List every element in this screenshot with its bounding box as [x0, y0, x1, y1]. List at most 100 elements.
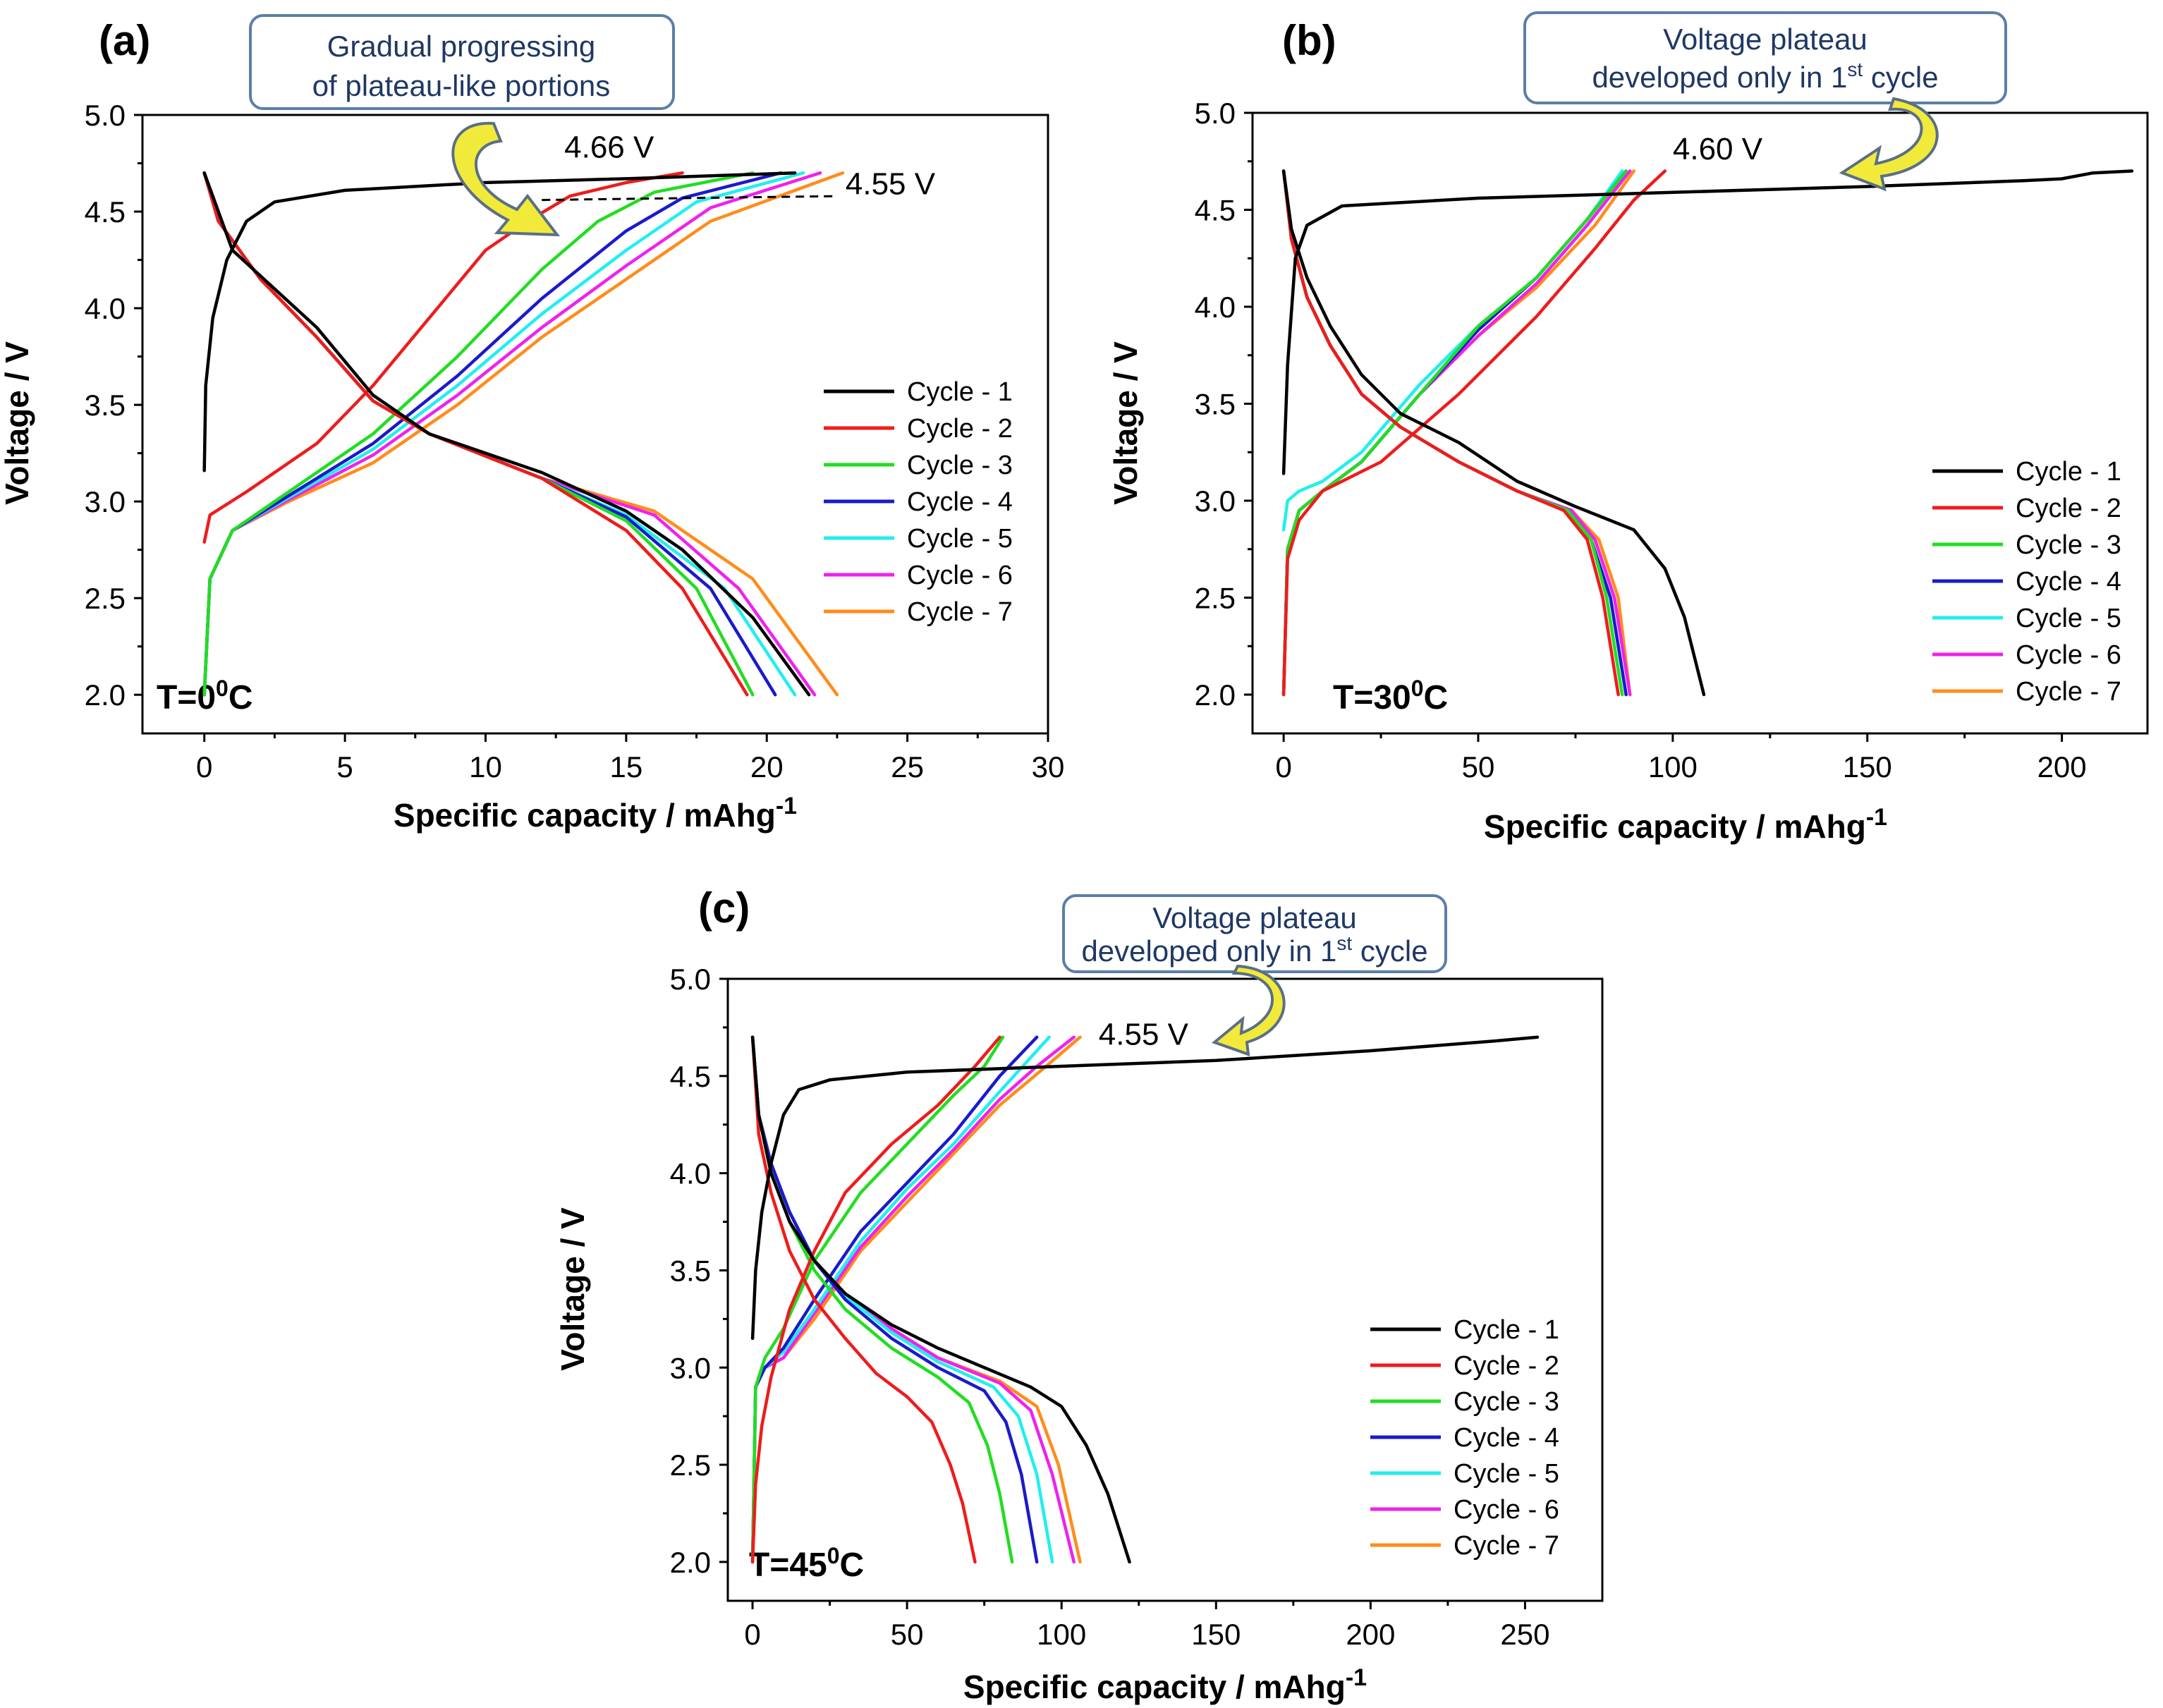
legend-label-cycle-2: Cycle - 2: [2016, 494, 2121, 523]
series-line-cycle-3-discharge: [750, 1035, 1014, 1564]
series-line-cycle-2-discharge: [1281, 169, 1620, 697]
panel-b: 0 50 100 150 200 2.0 2.5 3.0 3.5 4.0 4.5 5.0 Voltage…: [1107, 11, 2149, 845]
legend-label-cycle-4: Cycle - 4: [907, 487, 1013, 517]
series-line-cycle-3-discharge: [202, 171, 755, 697]
series-line-cycle-2-discharge: [750, 1035, 977, 1564]
callout-line-2-text: developed only in 1: [1081, 934, 1336, 968]
x-tick-label: 50: [891, 1618, 924, 1651]
temperature-label-unit: C: [840, 1547, 865, 1584]
y-tick-label: 2.0: [670, 1546, 711, 1579]
y-tick-label: 5.0: [1195, 97, 1236, 130]
legend-label-cycle-7: Cycle - 7: [2016, 677, 2121, 707]
series-line-cycle-6-discharge: [750, 1035, 1076, 1564]
x-tick-label: 10: [469, 750, 502, 783]
series-line-cycle-6-discharge: [1281, 169, 1632, 697]
voltage-annotation: 4.55 V: [1099, 1018, 1189, 1052]
y-tick-label: 4.5: [1195, 194, 1236, 227]
callout-line-2-text: of plateau-like portions: [312, 69, 611, 102]
callout-line-1: Voltage plateau: [1663, 23, 1868, 56]
legend-label-cycle-6: Cycle - 6: [2016, 640, 2121, 670]
legend-label-cycle-1: Cycle - 1: [907, 377, 1013, 407]
series-group: [750, 1035, 1540, 1564]
x-tick-label: 20: [750, 750, 784, 783]
series-line-cycle-1-charge: [750, 1035, 1540, 1341]
legend-label-cycle-1: Cycle - 1: [2016, 457, 2121, 487]
series-line-cycle-3-charge: [750, 1035, 1005, 1564]
series-line-cycle-2-charge: [1281, 169, 1667, 697]
callout-line-2-text: developed only in 1: [1592, 61, 1847, 94]
series-line-cycle-2-charge: [750, 1035, 1001, 1564]
curved-arrow-icon: [1212, 964, 1286, 1056]
temperature-label: T=450C: [749, 1543, 864, 1584]
panel-c: 0 50 100 150 200 250 2.0 2.5 3.0 3.5 4.0 4.5 5.0 Volt…: [554, 884, 1604, 1705]
legend-label-cycle-7: Cycle - 7: [1454, 1531, 1559, 1561]
series-line-cycle-6-discharge: [202, 171, 817, 697]
temperature-label: T=300C: [1333, 676, 1448, 716]
series-group: [1281, 169, 2134, 697]
temperature-label-sup: 0: [216, 676, 229, 701]
x-tick-label: 25: [891, 750, 924, 783]
series-line-cycle-4-discharge: [750, 1035, 1039, 1564]
temperature-label-unit: C: [1424, 679, 1449, 716]
callout-box: [1523, 11, 2007, 104]
series-line-cycle-6-charge: [750, 1035, 1076, 1564]
y-tick-label: 3.0: [1195, 484, 1236, 518]
x-axis-title-text: Specific capacity / mAhg: [963, 1669, 1346, 1705]
reference-dashed-line: [542, 195, 837, 202]
panel-label: (a): [99, 17, 150, 64]
y-tick-label: 4.0: [1195, 291, 1236, 324]
callout-line-2: developed only in 1st cycle: [1081, 932, 1427, 968]
series-line-cycle-2-discharge: [202, 171, 749, 697]
y-tick-label: 3.0: [670, 1351, 711, 1384]
y-tick-label: 2.5: [85, 582, 126, 615]
voltage-annotation: 4.66 V: [564, 130, 654, 164]
x-axis-title-sup: -1: [1346, 1664, 1367, 1691]
voltage-annotation: 4.55 V: [846, 166, 936, 201]
series-line-cycle-3-charge: [202, 171, 755, 697]
callout-line-2-tail: cycle: [1863, 61, 1938, 94]
x-tick-label: 200: [1346, 1618, 1395, 1651]
y-tick-label: 5.0: [85, 99, 126, 132]
y-tick-label: 2.0: [85, 678, 126, 712]
x-tick-label: 0: [1275, 750, 1291, 783]
callout-line-2: of plateau-like portions: [312, 69, 611, 102]
callout-line-1: Voltage plateau: [1152, 901, 1357, 934]
x-tick-label: 250: [1500, 1618, 1549, 1651]
x-tick-label: 0: [196, 750, 212, 783]
legend-label-cycle-1: Cycle - 1: [1454, 1315, 1559, 1345]
y-tick-label: 3.5: [1195, 388, 1236, 421]
y-tick-label: 5.0: [670, 963, 711, 996]
x-tick-label: 50: [1462, 750, 1495, 783]
series-line-cycle-5-charge: [202, 171, 805, 697]
callout-line-2-sup: st: [1847, 59, 1863, 80]
y-tick-label: 2.0: [1195, 678, 1236, 712]
y-axis-title: Voltage / V: [0, 341, 35, 505]
voltage-annotation: 4.60 V: [1673, 132, 1763, 166]
temperature-label-text: T=45: [749, 1547, 827, 1584]
series-line-cycle-7-charge: [202, 171, 845, 697]
series-line-cycle-7-charge: [750, 1035, 1082, 1564]
y-tick-label: 3.5: [670, 1254, 711, 1287]
legend-label-cycle-6: Cycle - 6: [907, 561, 1013, 590]
series-line-cycle-5-discharge: [202, 171, 797, 697]
legend-label-cycle-5: Cycle - 5: [2016, 604, 2121, 633]
legend-label-cycle-7: Cycle - 7: [907, 597, 1013, 627]
legend-label-cycle-6: Cycle - 6: [1454, 1495, 1559, 1525]
temperature-label-unit: C: [229, 679, 253, 716]
panel-a: 0 5 10 15 20 25 30 2.0 2.5 3.0 3.5 4.0 4.5 5.0 Voltage…: [0, 14, 1065, 834]
x-axis-title-text: Specific capacity / mAhg: [1484, 808, 1866, 845]
x-tick-label: 30: [1032, 750, 1065, 783]
legend-label-cycle-5: Cycle - 5: [1454, 1459, 1559, 1489]
y-axis-title: Voltage / V: [1107, 341, 1144, 505]
curved-arrow-icon: [1839, 97, 1939, 192]
panel-label: (b): [1282, 17, 1336, 64]
x-tick-label: 150: [1843, 750, 1892, 783]
plot-frame: [726, 977, 1604, 1602]
x-tick-label: 0: [744, 1618, 760, 1651]
series-line-cycle-4-charge: [202, 171, 783, 697]
x-axis-title-sup: -1: [776, 793, 797, 819]
y-tick-label: 4.5: [670, 1060, 711, 1093]
x-tick-label: 100: [1037, 1618, 1086, 1651]
series-line-cycle-2-charge: [202, 171, 684, 544]
y-tick-label: 4.5: [85, 195, 126, 228]
